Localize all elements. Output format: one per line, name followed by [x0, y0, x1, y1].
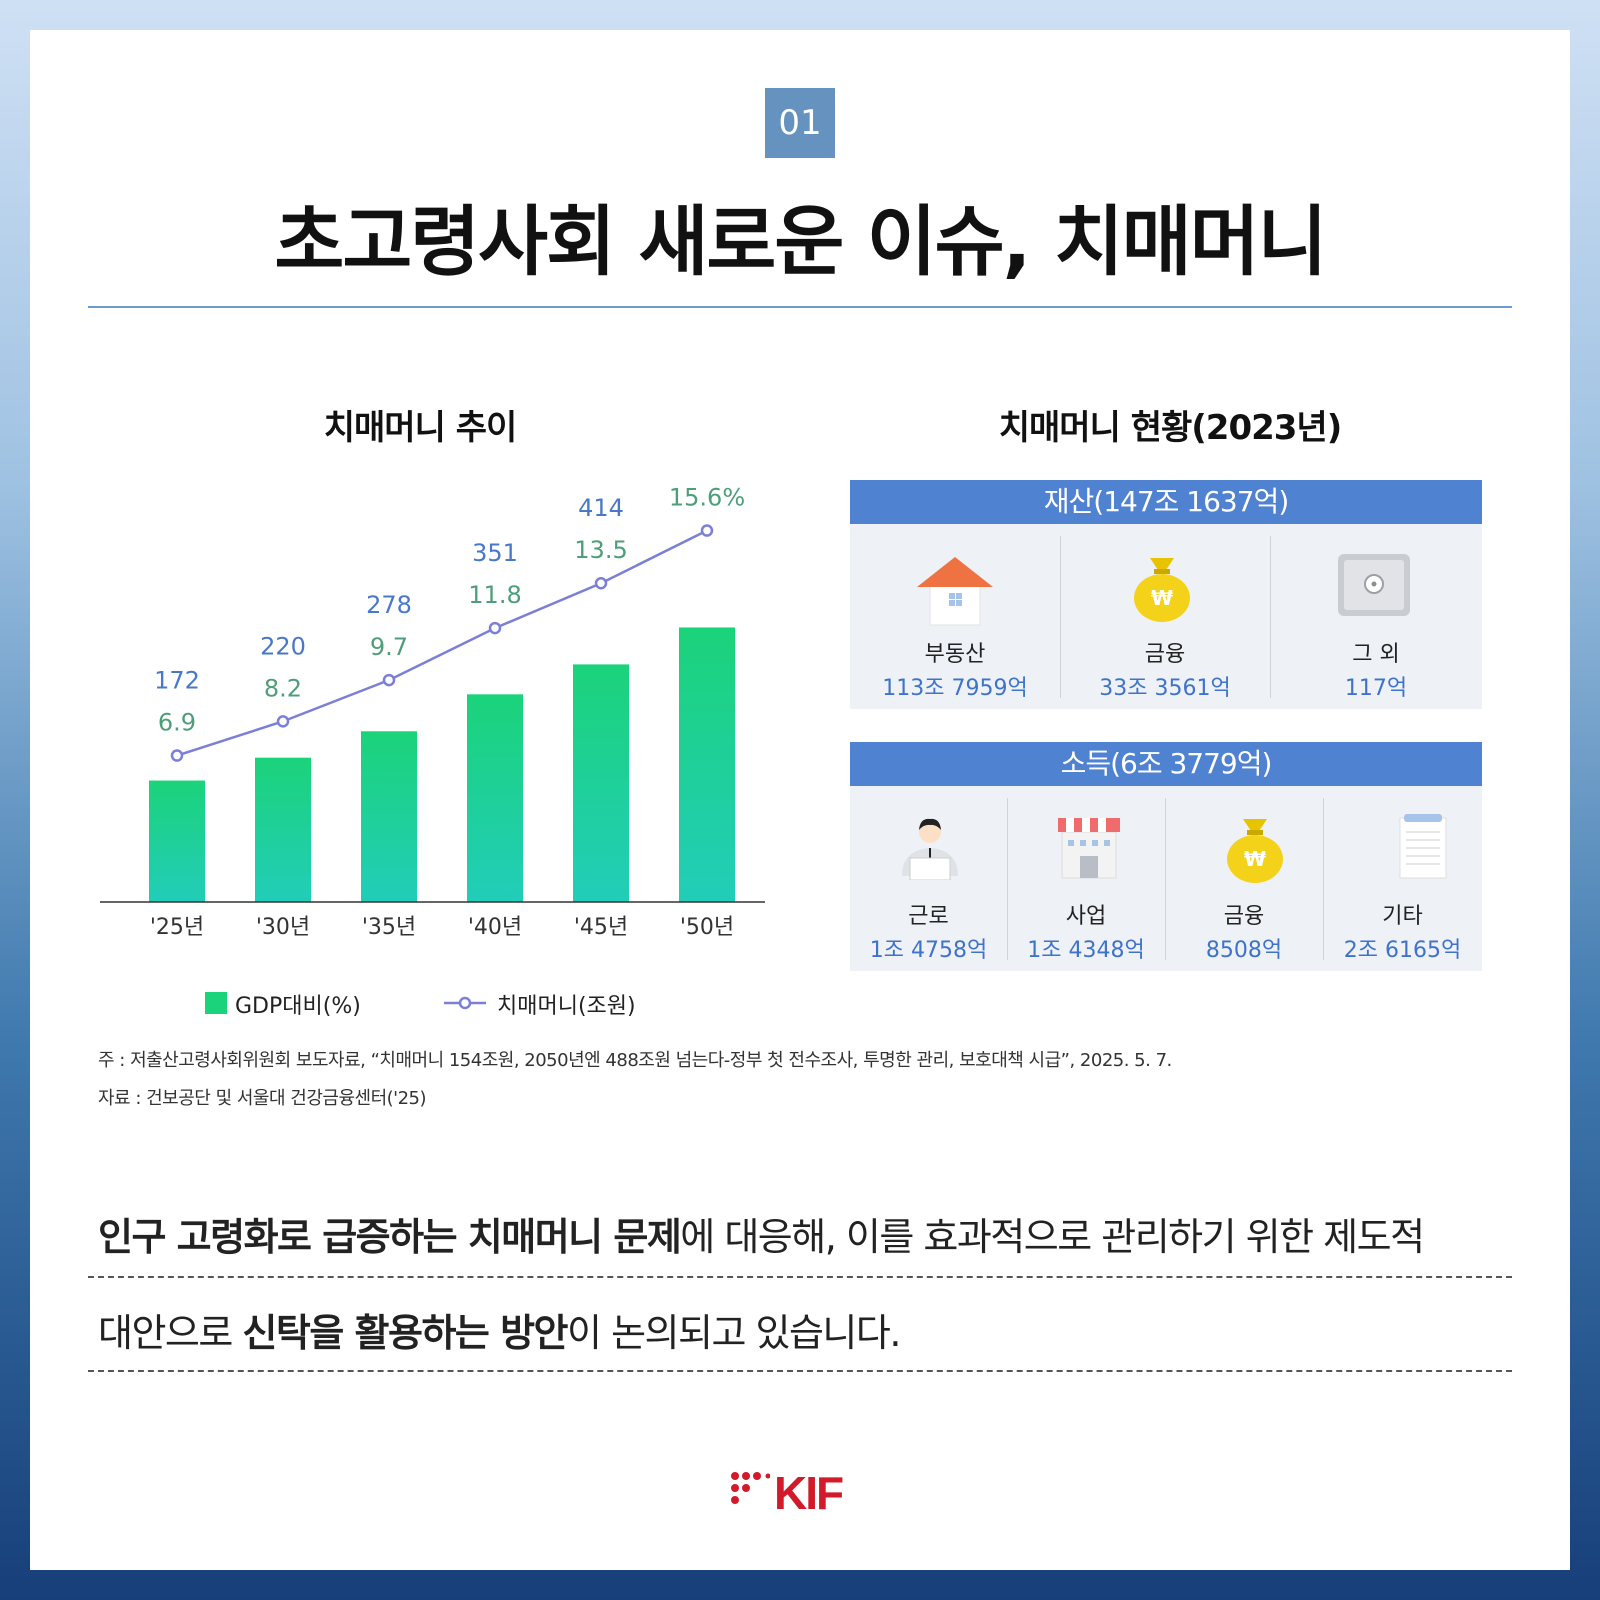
body-line-1-bold: 인구 고령화로 급증하는 치매머니 문제 [98, 1215, 682, 1259]
income-value-other: 2조 6165억 [1343, 938, 1462, 963]
money-point [276, 715, 290, 728]
trend-chart: 6.91728.22209.727811.835113.541415.6%488… [100, 484, 765, 940]
gdp-ratio-label: 9.7 [370, 633, 408, 661]
income-label-other: 기타 [1382, 904, 1423, 929]
body-line-1: 인구 고령화로 급증하는 치매머니 문제에 대응해, 이를 효과적으로 관리하기… [98, 1206, 1518, 1261]
assets-divider [1270, 536, 1271, 698]
gdp-ratio-label: 6.9 [158, 709, 196, 737]
body-line-2-bold: 신탁을 활용하는 방안 [242, 1311, 568, 1355]
kif-logo-dots-icon [731, 1472, 770, 1504]
page-title: 초고령사회 새로운 이슈, 치매머니 [274, 197, 1327, 286]
income-value-labor: 1조 4758억 [869, 938, 988, 963]
income-label-finance: 금융 [1223, 904, 1265, 929]
income-panel [850, 786, 1482, 971]
x-tick-label: '25년 [150, 915, 204, 940]
x-tick-label: '50년 [680, 915, 734, 940]
gdp-bar [255, 757, 311, 902]
section-number-badge: 01 [765, 88, 835, 158]
legend-gdp-label: GDP대비(%) [235, 994, 361, 1019]
income-label-business: 사업 [1065, 904, 1107, 929]
worker-icon [902, 818, 958, 880]
money-value-label: 414 [578, 494, 624, 522]
body-line-2-start: 대안으로 [98, 1311, 243, 1355]
money-point [700, 524, 714, 537]
money-point [170, 749, 184, 762]
asset-value-other: 117억 [1344, 676, 1408, 701]
svg-text:₩: ₩ [1151, 586, 1173, 610]
legend-gdp-swatch [205, 992, 227, 1014]
x-tick-label: '30년 [256, 915, 310, 940]
gdp-bar [467, 694, 523, 902]
money-value-label: 220 [260, 632, 306, 660]
safe-icon [1338, 554, 1410, 616]
income-divider [1007, 798, 1008, 960]
body-line-1-rest: 에 대응해, 이를 효과적으로 관리하기 위한 제도적 [680, 1215, 1425, 1259]
gdp-ratio-label: 13.5 [574, 536, 627, 564]
money-trend-line [176, 529, 708, 757]
gdp-bar [573, 664, 629, 902]
x-tick-label: '35년 [362, 915, 416, 940]
x-tick-label: '45년 [574, 915, 628, 940]
document-icon [1399, 814, 1447, 879]
legend-line-swatch [444, 996, 486, 1010]
kif-logo-text: KIF [774, 1467, 844, 1519]
gdp-ratio-label: 15.6% [669, 484, 745, 512]
asset-label-finance: 금융 [1144, 642, 1186, 667]
asset-value-finance: 33조 3561억 [1099, 676, 1231, 701]
dashed-divider [88, 1276, 1512, 1278]
footnote: 주 : 저출산고령사회위원회 보도자료, “치매머니 154조원, 2050년엔… [98, 1050, 1172, 1071]
house-icon [917, 557, 993, 626]
infographic-card: 01 초고령사회 새로운 이슈, 치매머니 치매머니 추이 6.9 172 8.2 2… [30, 30, 1570, 1570]
assets-header: 재산(147조 1637억) [850, 480, 1482, 524]
income-divider [1323, 798, 1324, 960]
title-divider [88, 306, 1512, 308]
asset-label-realestate: 부동산 [924, 642, 986, 667]
money-bag-icon: ₩ [1227, 819, 1283, 883]
money-point [382, 673, 396, 687]
money-point [594, 576, 608, 590]
source-note: 자료 : 건보공단 및 서울대 건강금융센터('25) [98, 1088, 427, 1109]
money-bag-icon: ₩ [1134, 558, 1190, 622]
x-tick-label: '40년 [468, 915, 522, 940]
store-icon [1058, 818, 1120, 879]
status-title: 치매머니 현황(2023년) [998, 408, 1343, 448]
income-value-finance: 8508억 [1205, 938, 1283, 963]
gdp-ratio-label: 11.8 [468, 581, 521, 609]
legend-money-label: 치매머니(조원) [497, 994, 636, 1019]
body-line-2: 대안으로 신탁을 활용하는 방안이 논의되고 있습니다. [98, 1302, 1518, 1357]
trend-chart-title: 치매머니 추이 [323, 408, 518, 448]
body-line-2-end: 이 논의되고 있습니다. [567, 1311, 901, 1355]
money-value-label: 172 [154, 667, 200, 695]
dashed-divider [88, 1370, 1512, 1372]
income-header: 소득(6조 3779억) [850, 742, 1482, 786]
gdp-ratio-label: 8.2 [264, 674, 302, 702]
gdp-bar [679, 627, 735, 902]
assets-divider [1060, 536, 1061, 698]
income-label-labor: 근로 [908, 904, 949, 929]
money-value-label: 351 [472, 539, 518, 567]
asset-label-other: 그 외 [1352, 642, 1400, 667]
money-value-label: 278 [366, 591, 412, 619]
money-point [488, 621, 502, 635]
asset-value-realestate: 113조 7959억 [882, 676, 1028, 701]
income-value-business: 1조 4348억 [1027, 938, 1145, 963]
gdp-bar [149, 780, 205, 902]
income-divider [1165, 798, 1166, 960]
gdp-bar [361, 731, 417, 902]
svg-text:₩: ₩ [1244, 847, 1266, 871]
